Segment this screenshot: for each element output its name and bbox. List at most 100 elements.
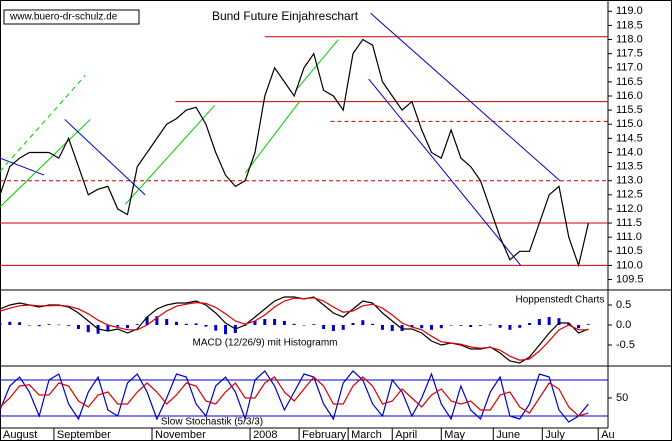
trend-line [370, 12, 561, 182]
histogram-bar [145, 317, 149, 325]
histogram-bar [351, 323, 355, 325]
y-tick-label: 111.0 [616, 231, 642, 243]
histogram-bar [253, 321, 257, 325]
chart-title: Bund Future Einjahreschart [212, 9, 359, 23]
histogram-bar [214, 325, 218, 331]
y-tick-label: 113.5 [616, 160, 643, 172]
panel-title: MACD (12/26/9) mit Histogramm [192, 338, 337, 349]
histogram-bar [341, 325, 345, 330]
histogram-bar [567, 323, 571, 325]
histogram-bar [165, 319, 169, 325]
histogram-bar [155, 316, 159, 325]
histogram-bar [194, 323, 198, 325]
x-tick-label: August [3, 429, 37, 441]
histogram-bar [135, 324, 139, 325]
x-tick-label: Au [601, 429, 614, 441]
histogram-bar [547, 317, 551, 325]
x-tick-label: February [302, 429, 347, 441]
trend-line [125, 104, 216, 205]
credit: Hoppenstedt Charts [516, 295, 605, 306]
y-tick-label: 109.5 [616, 273, 644, 285]
y-tick-label: 0.0 [616, 319, 631, 331]
histogram-bar [537, 319, 541, 325]
histogram-bar [371, 323, 375, 325]
histogram-bar [518, 325, 522, 328]
y-tick-label: 117.0 [616, 62, 643, 74]
histogram-bar [116, 325, 120, 327]
trend-line [64, 119, 146, 196]
y-tick-label: 118.0 [616, 33, 643, 45]
histogram-bar [322, 325, 326, 329]
series-line [0, 370, 589, 423]
histogram-bar [429, 325, 433, 330]
histogram-bar [380, 325, 384, 330]
y-tick-label: 116.5 [616, 76, 643, 88]
y-tick-label: 117.5 [616, 48, 643, 60]
x-tick-label: May [444, 429, 465, 441]
histogram-bar [175, 321, 179, 325]
trend-line [0, 157, 45, 176]
histogram-bar [488, 324, 492, 326]
y-tick-label: 115.0 [616, 118, 643, 130]
trend-line [0, 75, 86, 172]
histogram-bar [37, 325, 41, 327]
histogram-bar [57, 324, 61, 326]
trend-line [368, 78, 522, 266]
y-tick-label: 0.5 [616, 299, 631, 311]
histogram-bar [302, 325, 306, 326]
x-tick-label: March [351, 429, 382, 441]
histogram-bar [76, 325, 80, 329]
y-tick-label: 110.5 [616, 245, 643, 257]
source-box [3, 9, 140, 25]
y-tick-label: -0.5 [616, 339, 635, 351]
y-tick-label: 116.0 [616, 90, 643, 102]
y-tick-label: 50 [616, 392, 628, 404]
y-tick-label: 110.0 [616, 259, 643, 271]
histogram-bar [586, 324, 590, 325]
histogram-bar [263, 319, 267, 325]
histogram-bar [390, 325, 394, 331]
histogram-bar [557, 318, 561, 325]
histogram-bar [459, 325, 463, 326]
trend-line [244, 100, 301, 174]
y-tick-label: 112.5 [616, 189, 643, 201]
histogram-bar [125, 325, 129, 329]
x-tick-label: November [155, 429, 206, 441]
histogram-bar [508, 325, 512, 330]
histogram-bar [86, 325, 90, 333]
source: www.buero-dr-schulz.de [9, 12, 118, 23]
histogram-bar [410, 325, 414, 327]
x-tick-label: September [57, 429, 111, 441]
series-line [0, 38, 589, 268]
histogram-bar [361, 320, 365, 325]
histogram-bar [400, 325, 404, 331]
y-tick-label: 114.0 [616, 146, 643, 158]
histogram-bar [204, 325, 208, 327]
histogram-bar [331, 325, 335, 331]
histogram-bar [528, 323, 532, 325]
x-tick-label: 2008 [253, 429, 277, 441]
y-tick-label: 118.5 [616, 19, 643, 31]
y-tick-label: 113.0 [616, 175, 643, 187]
histogram-bar [27, 325, 31, 326]
x-tick-label: July [545, 429, 565, 441]
panel-title: Slow Stochastik (5/3/3) [161, 417, 263, 428]
histogram-bar [273, 319, 277, 325]
series-line [0, 297, 589, 361]
x-tick-label: April [395, 429, 417, 441]
histogram-bar [184, 323, 188, 325]
histogram-bar [8, 321, 12, 325]
histogram-bar [292, 323, 296, 325]
histogram-bar [282, 321, 286, 325]
trend-line [0, 119, 91, 208]
y-tick-label: 115.5 [616, 104, 643, 116]
histogram-bar [479, 325, 483, 326]
histogram-bar [420, 325, 424, 329]
y-tick-label: 111.5 [616, 217, 642, 229]
histogram-bar [0, 323, 2, 325]
histogram-bar [312, 324, 316, 325]
histogram-bar [67, 325, 71, 326]
histogram-bar [449, 325, 453, 326]
